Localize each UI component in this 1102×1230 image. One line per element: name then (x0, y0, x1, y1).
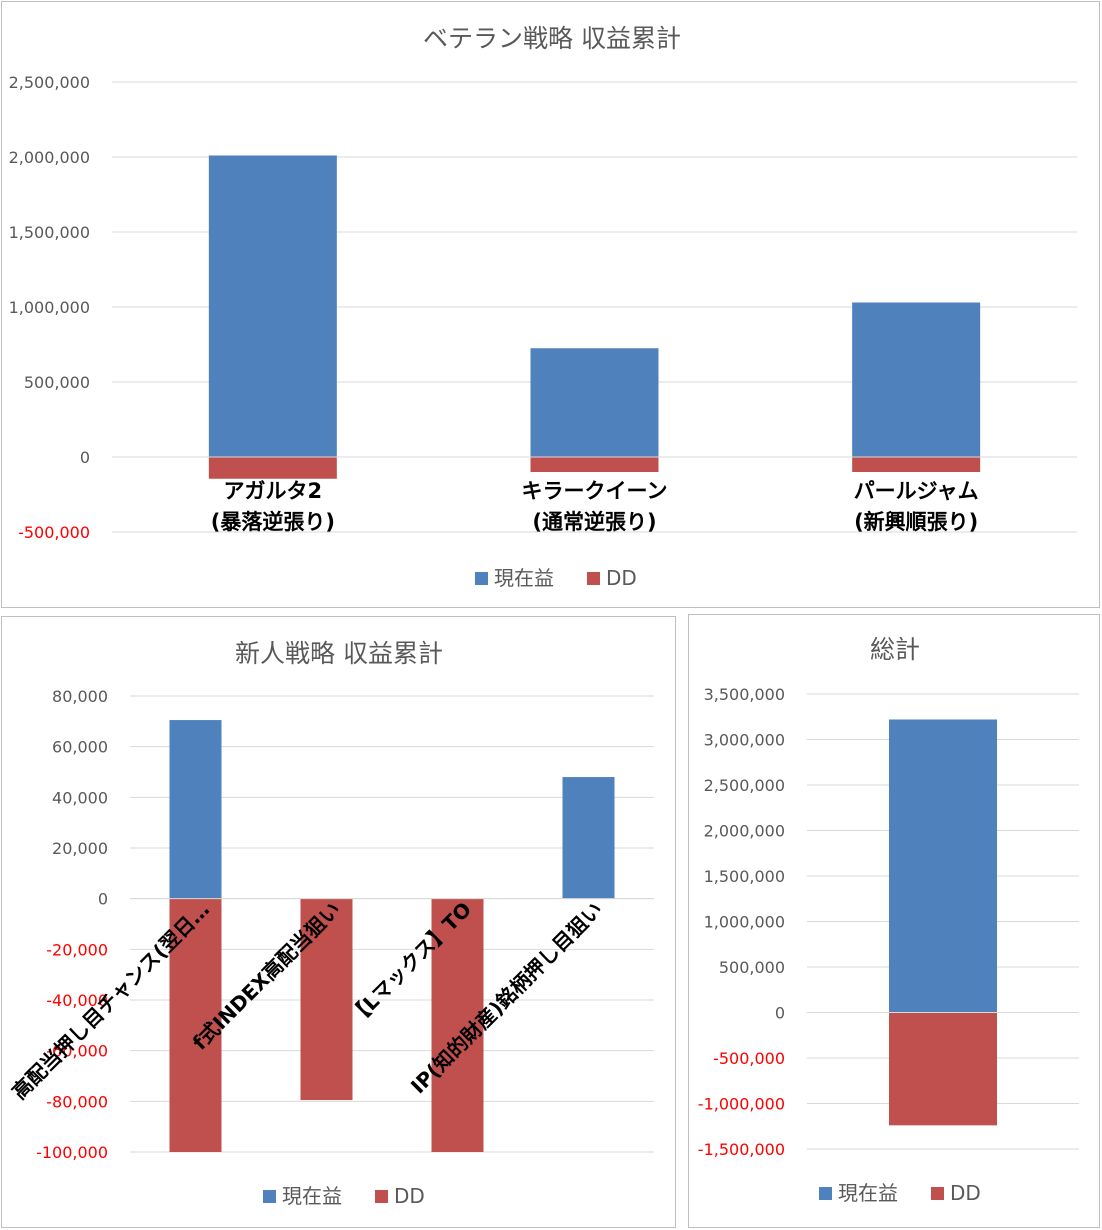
profit-bar-0 (169, 720, 222, 899)
y-tick-label: -100,000 (36, 1143, 108, 1162)
y-tick-label: 1,000,000 (9, 298, 90, 317)
y-tick-label: -500,000 (713, 1049, 785, 1068)
legend-swatch-dd (931, 1187, 944, 1200)
legend-label-dd: DD (606, 566, 637, 590)
dd-bar-1 (300, 898, 353, 1101)
total-chart-svg: 総計 3,500,000 3,000,000 2,500,000 2,000,000 1,… (698, 635, 1079, 1205)
y-tick-label: 80,000 (52, 687, 108, 706)
y-tick-label: 3,000,000 (704, 731, 785, 750)
dd-bar-0 (208, 457, 337, 479)
y-tick-label: -1,500,000 (698, 1140, 785, 1159)
y-tick-label: -80,000 (46, 1092, 108, 1111)
veteran-strategy-chart: ベテラン戦略 収益累計 2,500,000 2,000,000 1,500,000 1,… (1, 1, 1100, 608)
y-tick-label: -20,000 (46, 940, 108, 959)
y-tick-label: 2,500,000 (9, 73, 90, 92)
rookie-chart-svg: 新人戦略 収益累計 80,000 60,000 40,000 20,000 0 -20,00… (7, 639, 654, 1208)
y-tick-label: 20,000 (52, 839, 108, 858)
rookie-strategy-chart: 新人戦略 収益累計 80,000 60,000 40,000 20,000 0 -20,00… (1, 616, 676, 1228)
y-tick-label: 60,000 (52, 738, 108, 757)
legend-label-dd: DD (394, 1184, 425, 1208)
dd-bar-2 (852, 457, 981, 472)
y-tick-label: 0 (775, 1004, 785, 1023)
category-label: (新興順張り) (854, 510, 978, 534)
dd-bar-2 (431, 898, 484, 1152)
category-label: キラークイーン (522, 479, 668, 503)
dd-bar-1 (530, 457, 659, 472)
y-tick-label: 0 (80, 448, 90, 467)
category-label: (暴落逆張り) (211, 510, 335, 534)
y-tick-label: 500,000 (719, 958, 785, 977)
y-tick-label: 40,000 (52, 788, 108, 807)
y-tick-label: 1,000,000 (704, 913, 785, 932)
y-tick-label: 2,500,000 (704, 776, 785, 795)
chart-title: 総計 (870, 635, 920, 664)
chart-title: 新人戦略 収益累計 (235, 639, 443, 668)
y-tick-label: 0 (98, 890, 108, 909)
total-chart: 総計 3,500,000 3,000,000 2,500,000 2,000,000 1,… (688, 614, 1100, 1228)
category-label: (通常逆張り) (532, 510, 656, 534)
y-tick-label: -40,000 (46, 991, 108, 1010)
legend-swatch-profit (819, 1187, 832, 1200)
profit-bar-1 (530, 348, 659, 457)
y-tick-label: -1,000,000 (698, 1095, 785, 1114)
y-tick-label: 500,000 (24, 373, 90, 392)
legend-label-profit: 現在益 (494, 566, 554, 590)
y-tick-label: 2,000,000 (9, 148, 90, 167)
profit-bar-0 (208, 155, 337, 457)
legend-swatch-dd (587, 572, 600, 585)
y-tick-label: 3,500,000 (704, 685, 785, 704)
y-tick-label: -500,000 (18, 523, 90, 542)
legend-label-profit: 現在益 (838, 1181, 898, 1205)
y-tick-label: -60,000 (46, 1042, 108, 1061)
profit-bar-0 (889, 719, 997, 1013)
dd-bar-0 (169, 898, 222, 1152)
legend-label-profit: 現在益 (282, 1184, 342, 1208)
y-tick-label: 1,500,000 (704, 867, 785, 886)
profit-bar-2 (852, 302, 981, 457)
chart-title: ベテラン戦略 収益累計 (423, 24, 681, 53)
category-label: アガルタ2 (224, 479, 323, 503)
veteran-chart-svg: ベテラン戦略 収益累計 2,500,000 2,000,000 1,500,000 1,… (9, 24, 1077, 590)
legend-swatch-dd (375, 1190, 388, 1203)
y-tick-label: 1,500,000 (9, 223, 90, 242)
legend-swatch-profit (475, 572, 488, 585)
category-label: パールジャム (854, 479, 979, 503)
profit-bar-3 (562, 777, 615, 899)
legend-swatch-profit (263, 1190, 276, 1203)
legend-label-dd: DD (950, 1181, 981, 1205)
dd-bar-0 (889, 1012, 997, 1126)
y-tick-label: 2,000,000 (704, 822, 785, 841)
